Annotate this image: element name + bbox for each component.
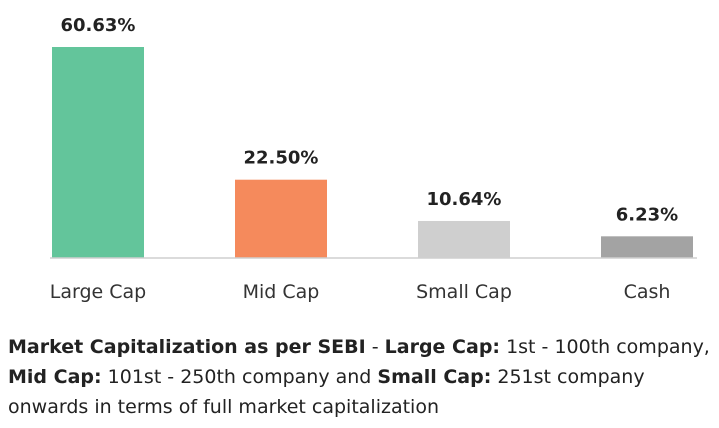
bar-large-cap xyxy=(52,47,144,258)
category-label-large-cap: Large Cap xyxy=(50,281,146,303)
caption-sebi-heading: Market Capitalization as per SEBI xyxy=(8,336,366,358)
bar-small-cap xyxy=(418,220,510,258)
caption-large-cap-label: Large Cap: xyxy=(384,336,501,358)
chart-caption: Market Capitalization as per SEBI - Larg… xyxy=(8,332,714,422)
value-label-large-cap: 60.63% xyxy=(61,15,136,36)
caption-small-cap-label: Small Cap: xyxy=(377,366,492,388)
bars-layer xyxy=(52,47,693,258)
caption-separator: - xyxy=(365,336,385,358)
caption-small-cap-range: 251st company onwards in terms of full m… xyxy=(8,366,645,418)
category-label-small-cap: Small Cap xyxy=(416,281,512,303)
value-label-mid-cap: 22.50% xyxy=(244,148,319,169)
category-label-cash: Cash xyxy=(624,281,671,303)
caption-mid-cap-label: Mid Cap: xyxy=(8,366,102,388)
caption-large-cap-range: 1st - 100th company, xyxy=(500,336,710,358)
value-label-cash: 6.23% xyxy=(616,204,678,225)
value-label-small-cap: 10.64% xyxy=(427,189,502,210)
labels-layer: 60.63% Large Cap 22.50% Mid Cap 10.64% Small … xyxy=(50,15,678,303)
bar-chart: 60.63% Large Cap 22.50% Mid Cap 10.64% Small … xyxy=(50,15,697,303)
category-label-mid-cap: Mid Cap xyxy=(243,281,320,303)
bar-mid-cap xyxy=(235,179,327,258)
bar-cash xyxy=(601,236,693,258)
caption-mid-cap-range: 101st - 250th company and xyxy=(101,366,378,388)
